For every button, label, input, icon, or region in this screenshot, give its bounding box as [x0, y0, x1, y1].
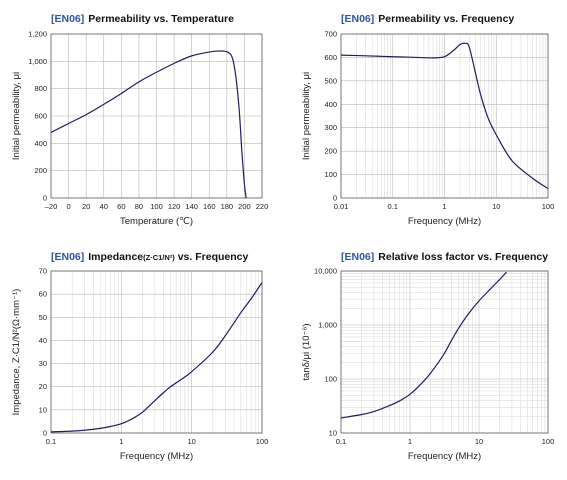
x-tick-label: 1 — [442, 202, 446, 211]
y-tick-label: 600 — [324, 53, 337, 62]
x-tick-label: 100 — [150, 202, 163, 211]
y-tick-label: 0 — [333, 194, 337, 203]
title-main: Impedance — [88, 251, 143, 263]
y-tick-label: 200 — [324, 147, 337, 156]
grid — [341, 271, 548, 433]
chart-3: 0.1 1 10 100 0 10 20 30 40 50 60 70 Frequency (MHz) I… — [11, 251, 268, 462]
x-axis-label: Frequency (MHz) — [408, 451, 481, 462]
x-tick-label: 120 — [168, 202, 181, 211]
x-tick-label: 200 — [238, 202, 251, 211]
y-tick-label: 10 — [39, 405, 47, 414]
title-tag: [EN06] — [51, 251, 84, 263]
y-tick-label: 400 — [324, 100, 337, 109]
x-tick-label: 10 — [475, 437, 483, 446]
title-tag: [EN06] — [341, 13, 374, 25]
y-tick-label: 700 — [324, 30, 337, 39]
x-tick-label: 0.1 — [336, 437, 346, 446]
title-main: Relative loss factor vs. Frequency — [378, 251, 548, 263]
x-tick-label: 220 — [256, 202, 269, 211]
y-tick-label: 400 — [34, 139, 47, 148]
y-tick-label: 30 — [39, 359, 47, 368]
y-tick-label: 70 — [39, 267, 47, 276]
y-tick-label: 1,000 — [28, 57, 47, 66]
chart-title: [EN06] Permeability vs. Temperature — [51, 13, 234, 25]
series-line — [50, 50, 247, 199]
x-tick-label: 100 — [542, 437, 555, 446]
title-end: vs. Frequency — [175, 251, 249, 263]
x-axis-label: Frequency (MHz) — [408, 216, 481, 227]
plot-frame — [50, 270, 263, 434]
y-tick-label: 10,000 — [314, 267, 337, 276]
series-line — [340, 271, 507, 419]
y-tick-label: 60 — [39, 290, 47, 299]
x-tick-label: 20 — [82, 202, 90, 211]
y-axis-label: Impedance, Z·C1/N²(Ω·mm⁻¹) — [11, 289, 22, 416]
title-tag: [EN06] — [341, 251, 374, 263]
grid — [51, 271, 262, 433]
chart-title: [EN06] Permeability vs. Frequency — [341, 13, 514, 25]
plot-frame — [50, 33, 263, 199]
y-tick-label: 1,000 — [318, 321, 337, 330]
x-tick-label: 1 — [408, 437, 412, 446]
y-tick-label: 600 — [34, 112, 47, 121]
x-tick-label: 10 — [187, 437, 195, 446]
x-tick-label: 40 — [100, 202, 108, 211]
grid — [51, 34, 262, 198]
x-tick-label: 140 — [185, 202, 198, 211]
series-line — [340, 42, 549, 190]
x-tick-label: 0 — [66, 202, 70, 211]
y-tick-label: 0 — [43, 194, 47, 203]
x-tick-label: 160 — [203, 202, 216, 211]
y-tick-label: 100 — [324, 170, 337, 179]
y-tick-label: 50 — [39, 313, 47, 322]
y-tick-label: 0 — [43, 429, 47, 438]
chart-title: [EN06] Relative loss factor vs. Frequency — [341, 251, 548, 263]
y-tick-label: 20 — [39, 382, 47, 391]
x-tick-label: 10 — [492, 202, 500, 211]
x-axis-label: Temperature (℃) — [120, 216, 193, 227]
x-tick-label: 1 — [119, 437, 123, 446]
y-axis-label: Initial permeability, μi — [301, 72, 312, 160]
y-tick-label: 300 — [324, 123, 337, 132]
y-axis-label: Initial permeability, μi — [11, 72, 22, 160]
title-main: Permeability vs. Temperature — [88, 13, 234, 25]
y-tick-label: 40 — [39, 336, 47, 345]
series-line — [50, 282, 263, 433]
x-tick-label: 80 — [135, 202, 143, 211]
plot-frame — [340, 270, 549, 434]
x-tick-label: 100 — [542, 202, 555, 211]
chart-4: 0.1 1 10 100 10 100 1,000 10,000 Frequency (MHz)… — [301, 251, 554, 462]
y-tick-label: 10 — [329, 429, 337, 438]
plot-frame — [340, 33, 549, 199]
y-tick-label: 500 — [324, 76, 337, 85]
x-tick-label: 0.01 — [334, 202, 349, 211]
x-tick-label: 0.1 — [388, 202, 398, 211]
x-tick-label: 0.1 — [46, 437, 56, 446]
y-tick-label: 800 — [34, 84, 47, 93]
y-tick-label: 1,200 — [28, 30, 47, 39]
x-tick-label: 100 — [256, 437, 269, 446]
grid — [341, 34, 548, 198]
x-tick-label: 180 — [221, 202, 234, 211]
x-axis-label: Frequency (MHz) — [120, 451, 193, 462]
y-tick-label: 200 — [34, 166, 47, 175]
title-suffix: (Z·C1/N²) — [143, 253, 175, 262]
x-tick-label: –20 — [45, 202, 58, 211]
y-tick-label: 100 — [324, 375, 337, 384]
y-axis-label: tanδ/μi (10⁻⁶) — [301, 323, 312, 380]
chart-2: 0.01 0.1 1 10 100 0 100 200 300 400 500 600 700 Frequ… — [301, 13, 554, 227]
title-main: Permeability vs. Frequency — [378, 13, 514, 25]
title-tag: [EN06] — [51, 13, 84, 25]
chart-1: –20 0 20 40 60 80 100 120 140 160 180 200 2200200400… — [11, 13, 268, 227]
chart-title: [EN06] Impedance(Z·C1/N²) vs. Frequency — [51, 251, 248, 263]
x-tick-label: 60 — [117, 202, 125, 211]
